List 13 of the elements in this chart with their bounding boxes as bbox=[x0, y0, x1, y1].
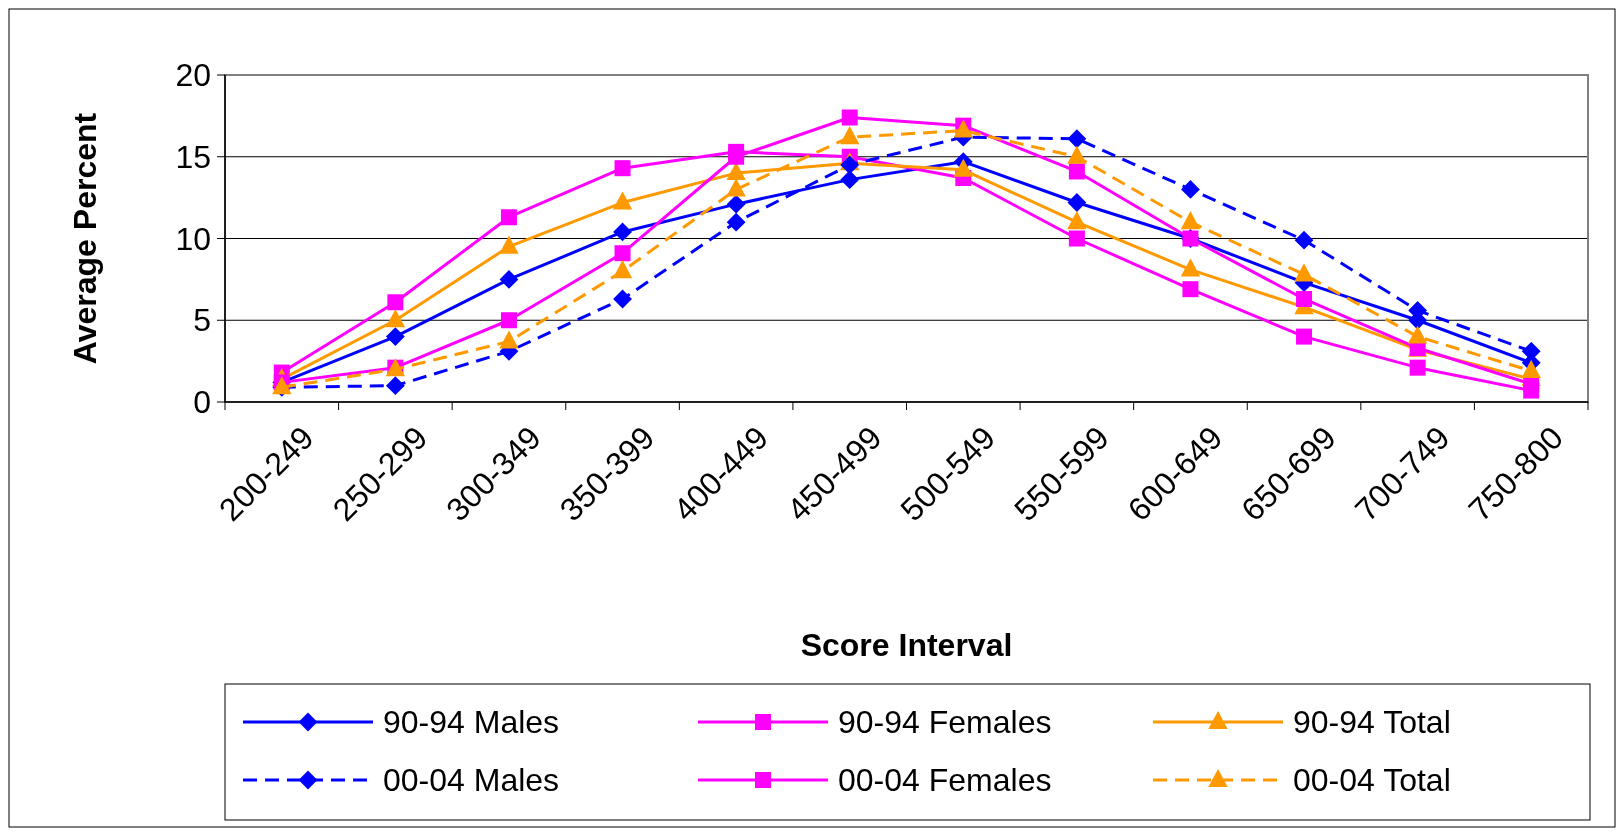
legend-label: 00-04 Total bbox=[1293, 762, 1451, 799]
y-axis-title: Average Percent bbox=[67, 112, 103, 365]
y-tick-label: 5 bbox=[193, 302, 211, 339]
x-axis-title: Score Interval bbox=[800, 627, 1013, 663]
y-tick-label: 10 bbox=[175, 220, 211, 257]
legend-label: 90-94 Females bbox=[838, 704, 1052, 741]
legend-label: 90-94 Males bbox=[383, 704, 560, 741]
y-tick-label: 15 bbox=[175, 138, 211, 175]
y-tick-label: 0 bbox=[193, 384, 211, 421]
legend-label: 90-94 Total bbox=[1293, 704, 1451, 741]
legend-label: 00-04 Females bbox=[838, 762, 1052, 799]
legend-label: 00-04 Males bbox=[383, 762, 560, 799]
y-tick-label: 20 bbox=[175, 57, 211, 94]
